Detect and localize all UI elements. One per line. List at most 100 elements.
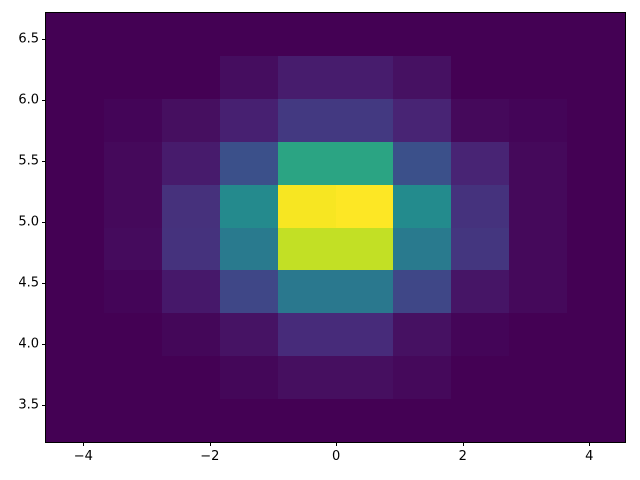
heatmap: [46, 13, 625, 442]
heatmap-cell: [567, 227, 625, 271]
y-tick-label: 4.0: [18, 336, 39, 352]
heatmap-cell: [335, 13, 394, 56]
heatmap-cell: [277, 313, 336, 357]
heatmap-cell: [161, 270, 220, 314]
heatmap-cell: [46, 356, 104, 400]
heatmap-cell: [277, 227, 336, 271]
heatmap-cell: [277, 399, 336, 442]
heatmap-cell: [103, 399, 162, 442]
heatmap-cell: [335, 141, 394, 185]
heatmap-cell: [161, 227, 220, 271]
heatmap-cell: [46, 184, 104, 228]
heatmap-cell: [335, 227, 394, 271]
y-tick-label: 5.5: [18, 153, 39, 169]
x-tick-label: 4: [585, 449, 594, 464]
heatmap-cell: [509, 13, 568, 56]
x-tick-label: −2: [200, 449, 220, 464]
heatmap-cell: [451, 270, 510, 314]
heatmap-cell: [46, 98, 104, 142]
heatmap-cell: [219, 270, 278, 314]
heatmap-cell: [509, 98, 568, 142]
y-tick-label: 4.5: [18, 275, 39, 291]
heatmap-cell: [509, 184, 568, 228]
heatmap-cell: [219, 356, 278, 400]
heatmap-cell: [393, 55, 452, 99]
heatmap-cell: [277, 98, 336, 142]
heatmap-cell: [567, 270, 625, 314]
heatmap-cell: [451, 55, 510, 99]
heatmap-cell: [277, 270, 336, 314]
heatmap-cell: [335, 399, 394, 442]
heatmap-cell: [567, 98, 625, 142]
y-tick-label: 3.5: [18, 397, 39, 413]
heatmap-cell: [393, 313, 452, 357]
heatmap-cell: [103, 55, 162, 99]
heatmap-cell: [393, 227, 452, 271]
heatmap-cell: [161, 13, 220, 56]
heatmap-cell: [219, 399, 278, 442]
heatmap-cell: [335, 98, 394, 142]
heatmap-cell: [219, 55, 278, 99]
heatmap-cell: [219, 141, 278, 185]
x-tick-label: −4: [73, 449, 93, 464]
heatmap-cell: [393, 399, 452, 442]
y-tick-mark: [42, 99, 46, 101]
heatmap-cell: [103, 98, 162, 142]
heatmap-cell: [161, 356, 220, 400]
heatmap-cell: [161, 98, 220, 142]
heatmap-cell: [393, 98, 452, 142]
heatmap-cell: [219, 184, 278, 228]
heatmap-cell: [46, 399, 104, 442]
heatmap-cell: [219, 98, 278, 142]
heatmap-cell: [103, 356, 162, 400]
heatmap-cell: [393, 13, 452, 56]
heatmap-cell: [277, 356, 336, 400]
heatmap-cell: [509, 270, 568, 314]
y-tick-mark: [42, 282, 46, 284]
heatmap-cell: [567, 55, 625, 99]
heatmap-cell: [509, 399, 568, 442]
y-tick-mark: [42, 404, 46, 406]
x-tick-mark: [336, 442, 338, 446]
heatmap-cell: [451, 13, 510, 56]
heatmap-cell: [509, 356, 568, 400]
heatmap-cell: [451, 313, 510, 357]
heatmap-cell: [567, 399, 625, 442]
y-tick-label: 6.0: [18, 92, 39, 108]
y-tick-label: 5.0: [18, 214, 39, 230]
x-tick-mark: [83, 442, 85, 446]
y-tick-mark: [42, 38, 46, 40]
heatmap-cell: [46, 141, 104, 185]
heatmap-cell: [567, 313, 625, 357]
heatmap-cell: [451, 227, 510, 271]
y-tick-mark: [42, 343, 46, 345]
heatmap-cell: [161, 141, 220, 185]
heatmap-cell: [161, 313, 220, 357]
x-tick-mark: [462, 442, 464, 446]
heatmap-cell: [567, 13, 625, 56]
x-tick-label: 2: [458, 449, 467, 464]
heatmap-cell: [451, 399, 510, 442]
heatmap-cell: [161, 399, 220, 442]
heatmap-cell: [161, 55, 220, 99]
heatmap-cell: [567, 184, 625, 228]
heatmap-cell: [509, 55, 568, 99]
x-tick-label: 0: [332, 449, 341, 464]
heatmap-cell: [161, 184, 220, 228]
heatmap-cell: [103, 270, 162, 314]
heatmap-cell: [567, 356, 625, 400]
plot-area: [45, 12, 626, 443]
y-tick-label: 6.5: [18, 31, 39, 47]
heatmap-cell: [103, 313, 162, 357]
heatmap-cell: [46, 313, 104, 357]
x-tick-mark: [589, 442, 591, 446]
heatmap-cell: [46, 227, 104, 271]
heatmap-cell: [393, 356, 452, 400]
heatmap-cell: [103, 141, 162, 185]
heatmap-cell: [277, 55, 336, 99]
heatmap-cell: [567, 141, 625, 185]
heatmap-cell: [451, 141, 510, 185]
heatmap-cell: [219, 313, 278, 357]
heatmap-cell: [277, 141, 336, 185]
